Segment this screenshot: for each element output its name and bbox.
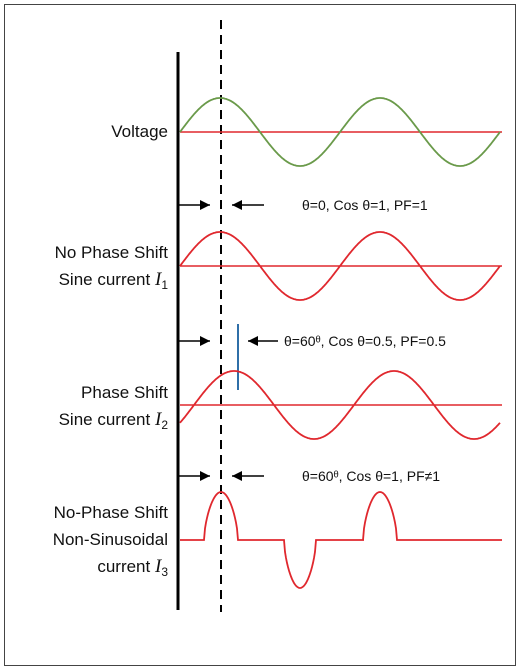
phase-arrows-1 [178, 200, 264, 210]
no-shift-label-text: Sine current [59, 270, 151, 289]
shift-label-line1: Phase Shift [81, 383, 168, 402]
i3-subscript: 3 [161, 565, 168, 579]
nonsine-label-text: current [97, 557, 150, 576]
i1-wave [179, 231, 501, 301]
annotation-non-sinusoidal: θ=60ᶿ, Cos θ=1, PF≠1 [302, 468, 440, 484]
annotation-phase-shift: θ=60ᶿ, Cos θ=0.5, PF=0.5 [284, 333, 446, 349]
voltage-label: Voltage [111, 122, 168, 141]
shift-label-text: Sine current [59, 410, 151, 429]
phase-arrows-3 [178, 471, 264, 481]
diagram-frame [4, 4, 516, 666]
no-shift-label-line1: No Phase Shift [55, 243, 169, 262]
i2-wave [179, 370, 501, 440]
phase-arrows-2 [178, 336, 278, 346]
voltage-wave [179, 97, 501, 167]
nonsine-label-line3: current I3 [97, 556, 168, 579]
no-shift-label-line2: Sine current I1 [59, 269, 169, 292]
i3-wave [180, 491, 502, 589]
annotation-no-shift: θ=0, Cos θ=1, PF=1 [302, 197, 428, 213]
nonsine-label-line2: Non-Sinusoidal [53, 530, 168, 549]
nonsine-label-line1: No-Phase Shift [54, 503, 169, 522]
i2-symbol: I [154, 409, 163, 430]
i2-subscript: 2 [161, 418, 168, 432]
shift-label-line2: Sine current I2 [59, 409, 169, 432]
i1-subscript: 1 [161, 278, 168, 292]
i1-symbol: I [154, 269, 163, 290]
i3-symbol: I [154, 556, 163, 577]
